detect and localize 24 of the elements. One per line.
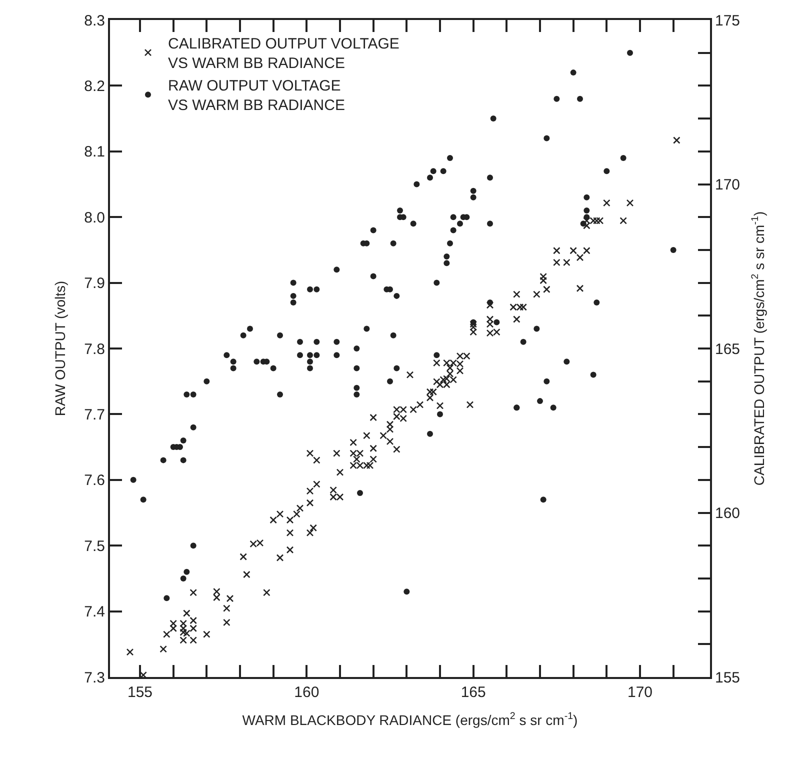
x-tick-label: 170 xyxy=(627,684,653,701)
y2-tick-label: 170 xyxy=(715,176,740,194)
x-tick-label: 165 xyxy=(460,684,486,701)
y-tick-label: 7.7 xyxy=(84,406,105,424)
y-tick-label: 7.8 xyxy=(84,340,105,358)
legend-label: RAW OUTPUT VOLTAGE VS WARM BB RADIANCE xyxy=(168,78,345,114)
y2-tick-label: 175 xyxy=(715,12,740,30)
legend-label: CALIBRATED OUTPUT VOLTAGE VS WARM BB RADIANCE xyxy=(168,36,400,72)
x-tick-label: 160 xyxy=(294,684,320,701)
y-axis-title: RAW OUTPUT (volts) xyxy=(52,280,68,416)
y2-tick-label: 155 xyxy=(715,669,740,686)
y-tick-label: 8.3 xyxy=(84,12,105,30)
x-axis-title: WARM BLACKBODY RADIANCE (ergs/cm$^{2}$ s sr cm$^{-1}$) xyxy=(242,710,578,728)
y-tick-label: 7.9 xyxy=(84,275,105,292)
y-tick-label: 7.4 xyxy=(84,604,105,621)
y2-tick-label: 165 xyxy=(715,340,740,358)
y-tick-label: 8.1 xyxy=(84,144,105,161)
x-tick-label: 155 xyxy=(127,684,153,701)
y-tick-label: 8.0 xyxy=(84,209,105,226)
y-tick-label: 7.6 xyxy=(84,472,105,490)
y-tick-label: 7.3 xyxy=(84,669,105,686)
y-tick-label: 8.2 xyxy=(84,78,105,95)
y2-tick-label: 160 xyxy=(715,505,740,522)
y-tick-label: 7.5 xyxy=(84,538,105,555)
